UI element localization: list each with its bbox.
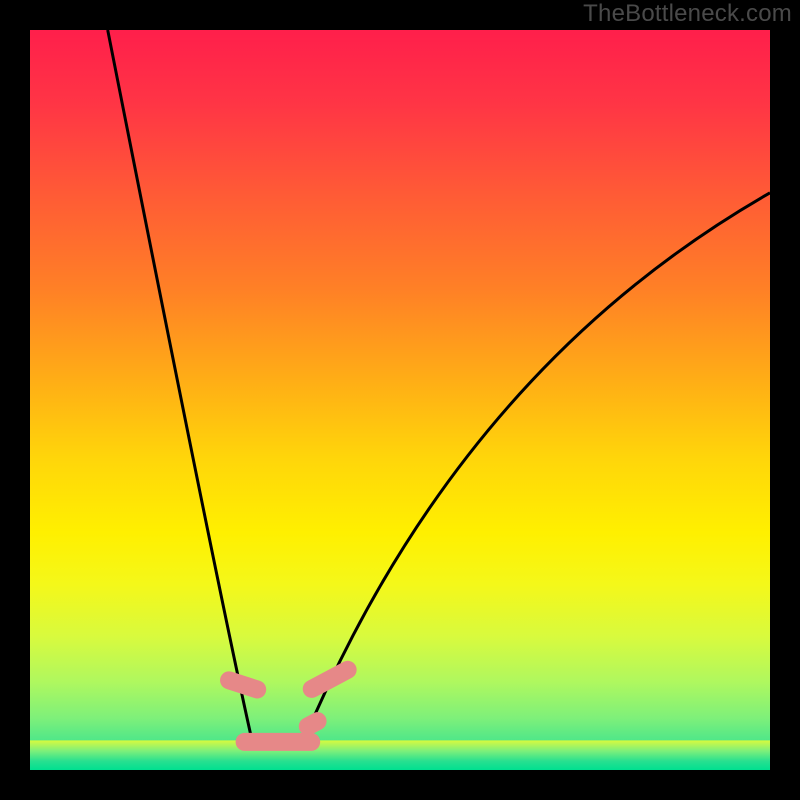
bottleneck-curve-chart [0, 0, 800, 800]
chart-stage: TheBottleneck.com [0, 0, 800, 800]
marker-right-low [308, 721, 318, 726]
watermark-text: TheBottleneck.com [583, 0, 792, 28]
marker-left [229, 680, 257, 689]
green-band [30, 740, 770, 770]
plot-background [30, 30, 770, 770]
